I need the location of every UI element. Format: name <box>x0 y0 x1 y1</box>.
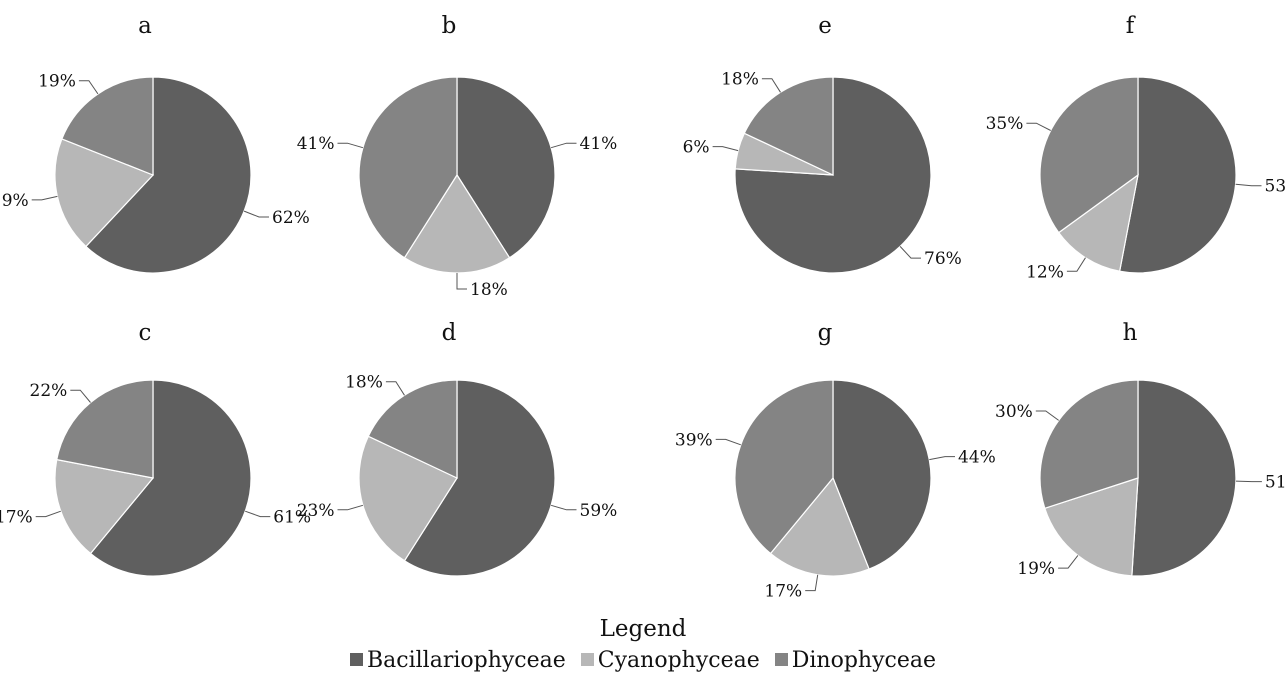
legend-title: Legend <box>599 616 687 642</box>
legend-item-bacillariophyceae: Bacillariophyceae <box>350 648 566 673</box>
data-label-e-cyanophyceae: 6% <box>683 138 710 158</box>
pie-d: d 59% 23% 18% <box>297 320 618 577</box>
data-label-h-bacillariophyceae: 51% <box>1265 473 1286 493</box>
slice-c-dinophyceae <box>56 379 154 479</box>
pie-h: h 51% 19% 30% <box>995 320 1286 579</box>
data-label-d-dinophyceae: 18% <box>345 373 383 393</box>
slice-d-bacillariophyceae <box>403 379 556 577</box>
pie-title-h: h <box>1123 320 1138 346</box>
data-label-g-bacillariophyceae: 44% <box>958 448 996 468</box>
leader-line-f-dinophyceae <box>1026 122 1051 131</box>
leader-line-d-cyanophyceae <box>337 504 364 511</box>
slice-g-bacillariophyceae <box>832 379 932 570</box>
data-label-h-dinophyceae: 30% <box>995 402 1033 422</box>
data-label-d-bacillariophyceae: 59% <box>580 501 618 521</box>
leader-line-g-bacillariophyceae <box>929 456 955 461</box>
data-label-b-cyanophyceae: 18% <box>470 280 508 300</box>
leader-line-e-cyanophyceae <box>712 146 739 152</box>
leader-line-d-dinophyceae <box>385 381 405 396</box>
data-label-g-cyanophyceae: 17% <box>764 582 802 602</box>
data-label-c-dinophyceae: 22% <box>30 381 68 401</box>
slice-b-dinophyceae <box>358 76 458 259</box>
slice-e-bacillariophyceae <box>734 76 932 274</box>
data-label-g-dinophyceae: 39% <box>675 430 713 450</box>
leader-line-b-bacillariophyceae <box>550 142 577 149</box>
data-label-e-bacillariophyceae: 76% <box>924 249 962 269</box>
slice-h-bacillariophyceae <box>1131 379 1237 577</box>
leader-line-c-cyanophyceae <box>35 510 61 518</box>
leader-line-a-cyanophyceae <box>31 195 58 201</box>
leader-line-g-dinophyceae <box>715 438 741 446</box>
pie-c: c 61% 17% 22% <box>0 320 311 577</box>
slice-g-cyanophyceae <box>769 476 870 577</box>
leader-line-e-bacillariophyceae <box>899 246 921 259</box>
leader-line-g-cyanophyceae <box>805 574 819 592</box>
legend-swatch-bacillariophyceae <box>350 653 363 666</box>
leader-line-b-cyanophyceae <box>456 273 467 290</box>
data-label-a-bacillariophyceae: 62% <box>272 208 310 228</box>
data-label-e-dinophyceae: 18% <box>721 70 759 90</box>
pie-b: b 41% 18% 41% <box>297 13 618 300</box>
pie-title-b: b <box>442 13 457 39</box>
slice-h-dinophyceae <box>1039 379 1139 510</box>
legend-item-cyanophyceae: Cyanophyceae <box>580 648 760 673</box>
data-label-d-cyanophyceae: 23% <box>297 501 335 521</box>
pie-title-f: f <box>1126 13 1136 39</box>
leader-line-c-dinophyceae <box>70 389 91 403</box>
slice-b-cyanophyceae <box>403 173 511 274</box>
pie-f: f 53% 12% 35% <box>986 13 1286 282</box>
pie-title-e: e <box>818 13 832 39</box>
slice-f-bacillariophyceae <box>1118 76 1237 274</box>
pie-a: a 62% 19% 19% <box>0 13 310 274</box>
leader-line-a-dinophyceae <box>78 80 99 95</box>
data-label-a-dinophyceae: 19% <box>38 72 76 92</box>
slice-c-cyanophyceae <box>54 458 155 555</box>
pie-title-d: d <box>442 320 457 346</box>
leader-line-e-dinophyceae <box>761 78 781 93</box>
data-label-b-dinophyceae: 41% <box>297 134 335 154</box>
leader-line-f-bacillariophyceae <box>1235 183 1262 187</box>
legend-swatch-cyanophyceae <box>580 653 594 666</box>
leader-line-f-cyanophyceae <box>1066 257 1086 272</box>
slice-a-dinophyceae <box>61 76 154 176</box>
legend-label-bacillariophyceae: Bacillariophyceae <box>367 648 566 673</box>
data-label-f-dinophyceae: 35% <box>986 114 1024 134</box>
data-label-b-bacillariophyceae: 41% <box>580 134 618 154</box>
legend-label-dinophyceae: Dinophyceae <box>791 648 936 673</box>
leader-line-c-bacillariophyceae <box>245 510 271 518</box>
pie-title-g: g <box>818 320 833 346</box>
slice-f-dinophyceae <box>1039 76 1139 234</box>
pie-title-a: a <box>138 13 152 39</box>
pie-g: g 44% 17% 39% <box>675 320 996 602</box>
leader-line-h-cyanophyceae <box>1058 555 1079 569</box>
leader-line-d-bacillariophyceae <box>550 504 577 511</box>
data-label-c-bacillariophyceae: 61% <box>273 508 311 528</box>
pie-e: e 76% 6% 18% <box>683 13 962 274</box>
legend: Bacillariophyceae Cyanophyceae Dinophyce… <box>0 648 1286 673</box>
legend-item-dinophyceae: Dinophyceae <box>774 648 936 673</box>
leader-line-a-bacillariophyceae <box>243 210 269 218</box>
data-label-h-cyanophyceae: 19% <box>1017 559 1055 579</box>
legend-swatch-dinophyceae <box>774 653 788 666</box>
data-label-f-bacillariophyceae: 53% <box>1265 177 1286 197</box>
leader-line-h-dinophyceae <box>1035 410 1059 421</box>
slice-h-cyanophyceae <box>1044 477 1139 577</box>
leader-line-b-dinophyceae <box>337 142 364 149</box>
slice-f-cyanophyceae <box>1057 173 1139 272</box>
legend-label-cyanophyceae: Cyanophyceae <box>597 648 760 673</box>
data-label-c-cyanophyceae: 17% <box>0 508 33 528</box>
leader-line-h-bacillariophyceae <box>1235 480 1262 483</box>
data-label-f-cyanophyceae: 12% <box>1026 262 1064 282</box>
data-label-a-cyanophyceae: 19% <box>0 191 29 211</box>
slice-a-bacillariophyceae <box>85 76 252 274</box>
pie-title-c: c <box>139 320 152 346</box>
